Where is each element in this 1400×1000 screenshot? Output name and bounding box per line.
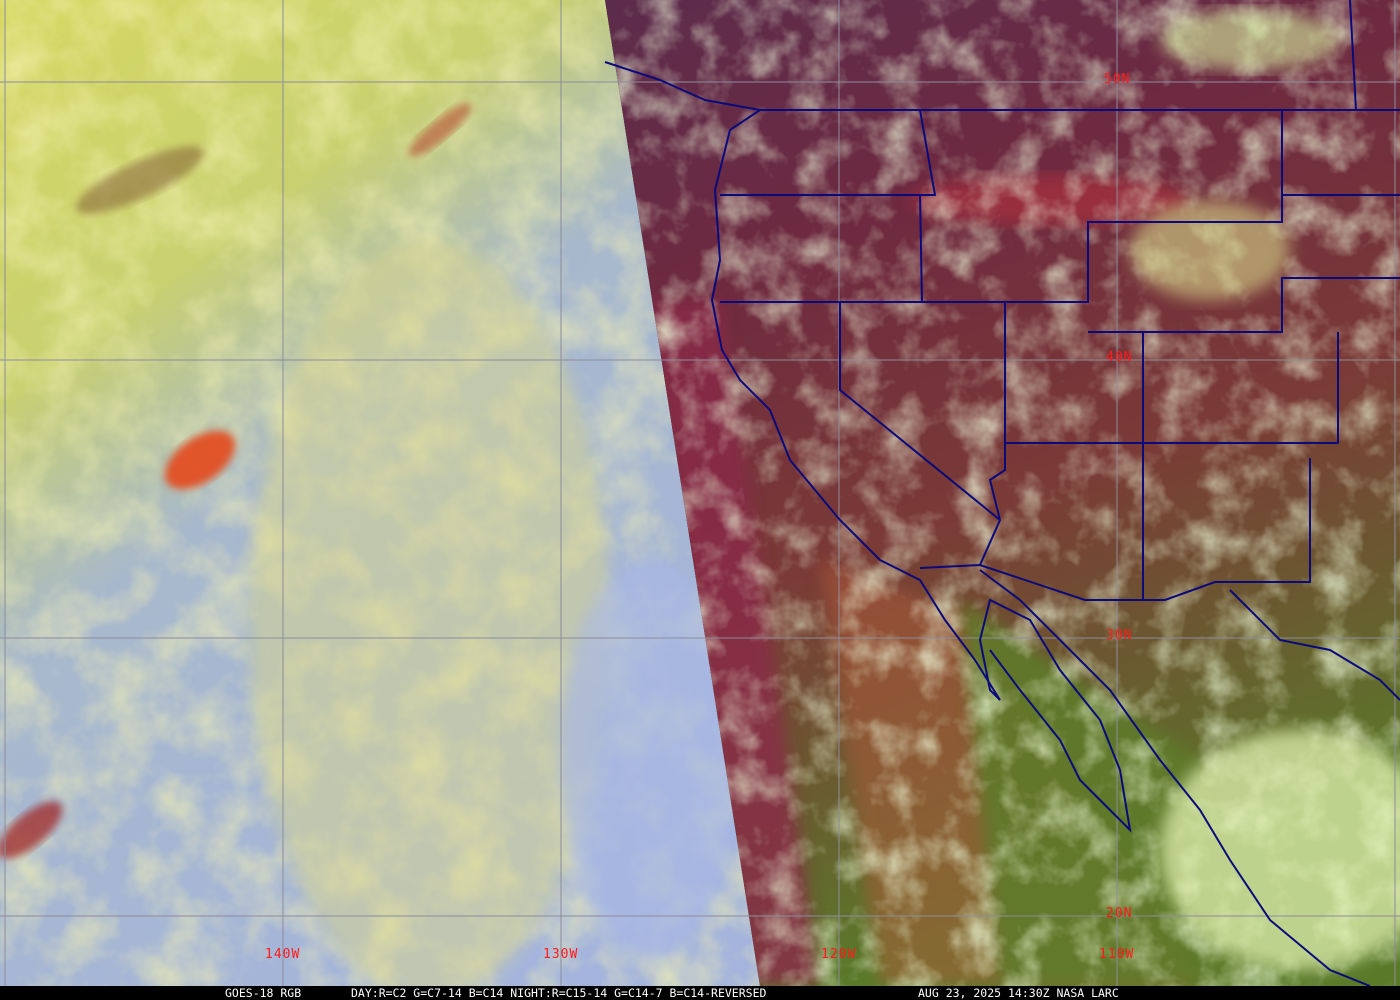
lat-label-20n: 20N	[1106, 906, 1133, 921]
lon-label-110w: 110W	[1099, 947, 1135, 962]
political-boundaries	[604, 0, 1400, 986]
lat-label-50n: 50N	[1104, 72, 1131, 87]
caption-timestamp: AUG 23, 2025 14:30Z NASA LARC	[918, 986, 1119, 1000]
lat-label-40n: 40N	[1106, 350, 1133, 365]
lat-label-30n: 30N	[1106, 628, 1133, 643]
state-borders	[720, 0, 1400, 601]
night-sector	[605, 0, 1400, 986]
caption-product: DAY:R=C2 G=C7-14 B=C14 NIGHT:R=C15-14 G=…	[351, 986, 767, 1000]
lon-label-130w: 130W	[543, 947, 579, 962]
lon-label-140w: 140W	[265, 947, 301, 962]
coastline-mexico	[979, 569, 1371, 986]
deep-convection-cloud	[164, 430, 236, 490]
caption-satellite: GOES-18 RGB	[225, 986, 302, 1000]
coastline-gulf	[1229, 589, 1400, 701]
image-caption-bar: GOES-18 RGB DAY:R=C2 G=C7-14 B=C14 NIGHT…	[0, 986, 1400, 1000]
coastline-west	[604, 61, 1132, 833]
lon-label-120w: 120W	[821, 947, 857, 962]
